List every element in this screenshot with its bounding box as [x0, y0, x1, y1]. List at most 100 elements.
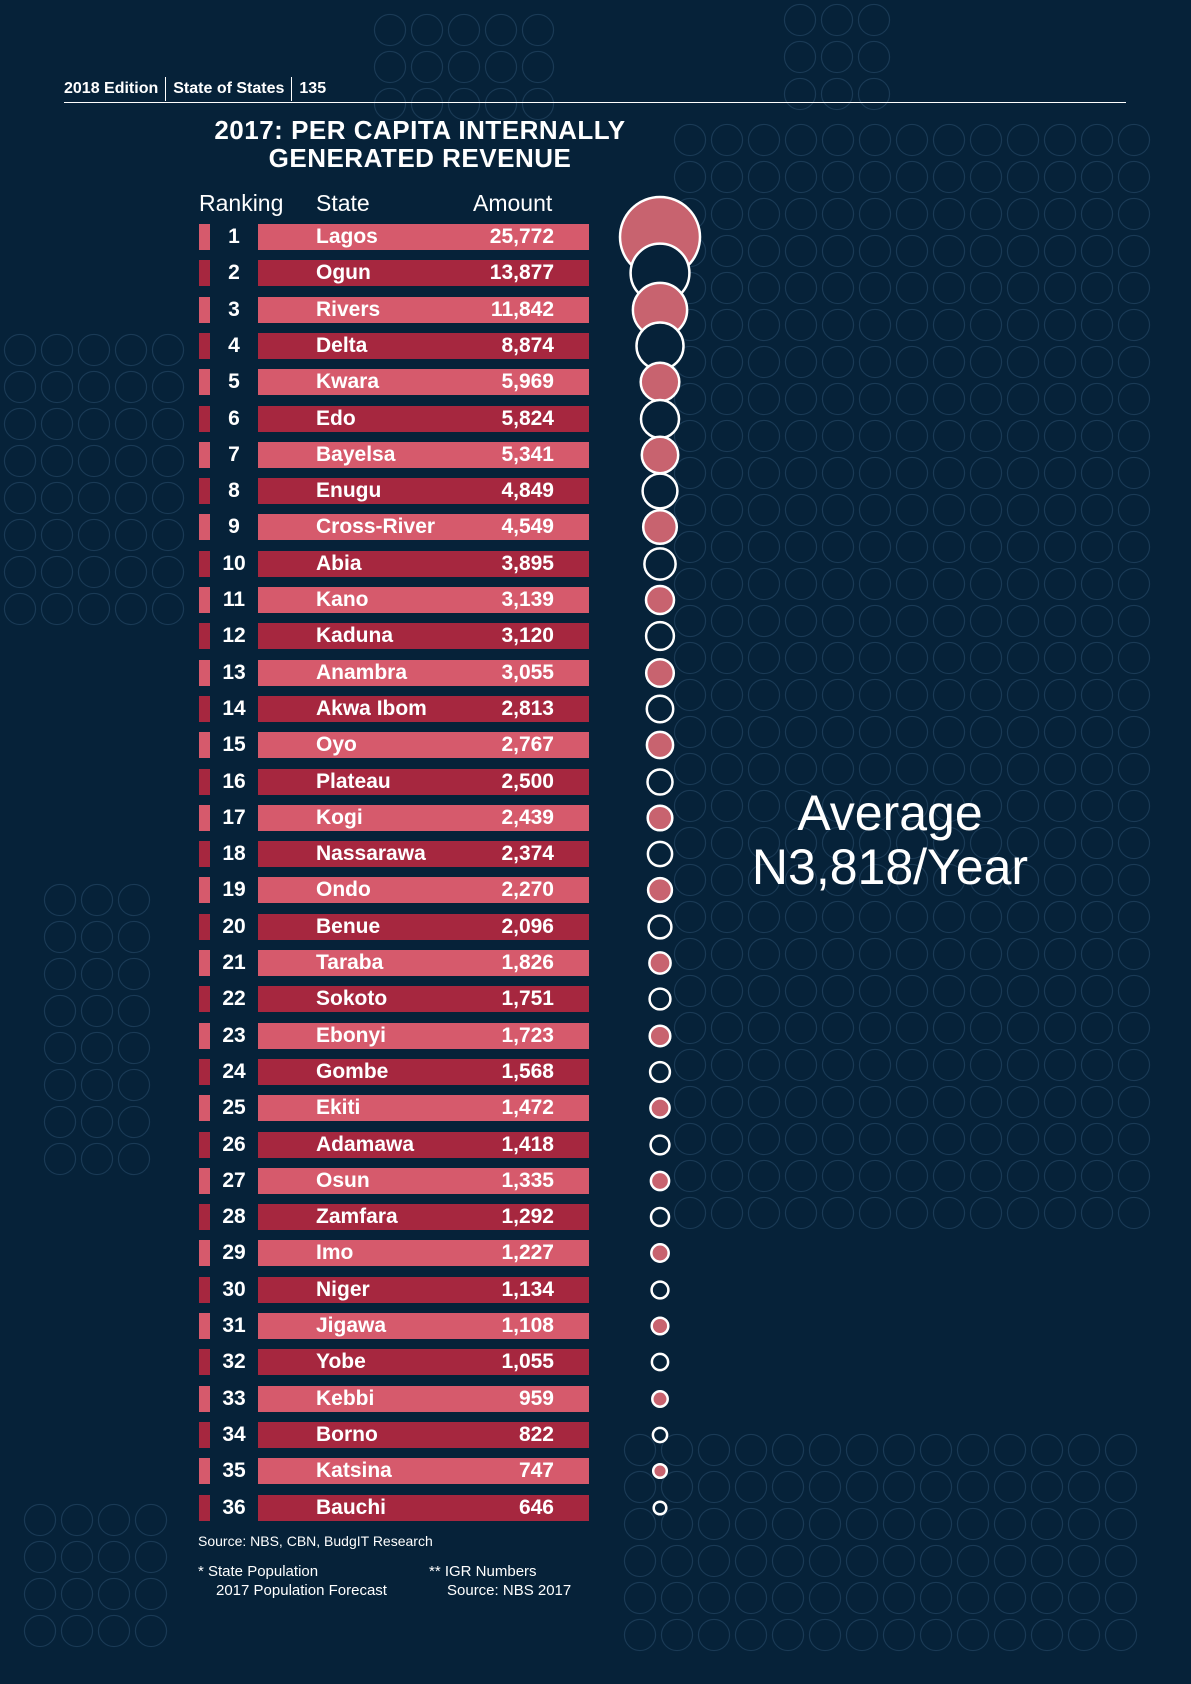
background-circle [932, 1011, 966, 1045]
background-circle [623, 1544, 657, 1578]
background-circle [151, 333, 185, 367]
background-circle [1006, 123, 1040, 157]
background-circle [710, 1159, 744, 1193]
bubble-column [618, 195, 702, 1516]
row-bar [258, 1277, 589, 1303]
background-circle [43, 994, 77, 1028]
background-circle [1067, 1581, 1101, 1615]
background-circle [747, 937, 781, 971]
row-bar [258, 805, 589, 831]
background-circle [969, 641, 1003, 675]
background-circle [857, 3, 891, 37]
publication-label: State of States [173, 80, 285, 97]
background-circle [1006, 271, 1040, 305]
background-circle [1117, 604, 1151, 638]
background-circle [858, 123, 892, 157]
header-divider [165, 77, 167, 101]
background-circle [821, 604, 855, 638]
background-circle [1006, 1122, 1040, 1156]
background-circle [932, 493, 966, 527]
rank-cell: 11 [222, 588, 246, 611]
background-circle [882, 1581, 916, 1615]
background-circle [969, 604, 1003, 638]
value-bubble [644, 620, 676, 652]
rank-cell: 20 [222, 915, 246, 938]
value-bubble [651, 1426, 669, 1444]
rank-cell: 1 [228, 225, 240, 248]
state-cell: Ekiti [316, 1096, 361, 1119]
amount-cell: 5,969 [501, 370, 554, 393]
background-circle [1080, 715, 1114, 749]
background-circle [1117, 752, 1151, 786]
row-marker [199, 514, 210, 540]
background-circle [1006, 493, 1040, 527]
background-circle [1080, 974, 1114, 1008]
background-circle [1080, 271, 1114, 305]
background-circle [1043, 493, 1077, 527]
background-circle [710, 382, 744, 416]
value-bubble [646, 840, 674, 868]
background-circle [1067, 1507, 1101, 1541]
row-marker [199, 660, 210, 686]
background-circle [771, 1470, 805, 1504]
background-circle [1043, 197, 1077, 231]
state-cell: Kebbi [316, 1387, 375, 1410]
igr-footnote-line-1: ** IGR Numbers [429, 1563, 537, 1580]
rank-cell: 34 [222, 1423, 246, 1446]
row-marker [199, 1277, 210, 1303]
rank-cell: 13 [222, 661, 246, 684]
background-circle [134, 1614, 168, 1648]
background-circle [673, 1085, 707, 1119]
table-row: 3 Rivers 11,842 [0, 297, 600, 323]
amount-cell: 1,134 [501, 1278, 554, 1301]
background-circle [1043, 1159, 1077, 1193]
background-circle [117, 957, 151, 991]
background-circle [60, 1614, 94, 1648]
background-circle [821, 308, 855, 342]
background-circle [410, 87, 444, 121]
table-row: 7 Bayelsa 5,341 [0, 442, 600, 468]
value-bubble [650, 1280, 670, 1300]
background-circle [710, 530, 744, 564]
background-circle [771, 1507, 805, 1541]
row-bar [258, 514, 589, 540]
rank-cell: 6 [228, 407, 240, 430]
background-circle [895, 604, 929, 638]
background-circle [1080, 1048, 1114, 1082]
background-circle [969, 1196, 1003, 1230]
background-circle [956, 1507, 990, 1541]
background-circle [1104, 1433, 1138, 1467]
value-bubble [649, 1097, 671, 1119]
background-circle [1006, 308, 1040, 342]
background-circle [919, 1544, 953, 1578]
background-circle [858, 308, 892, 342]
background-circle [40, 444, 74, 478]
background-circle [673, 456, 707, 490]
background-circle [784, 1159, 818, 1193]
background-circle [710, 974, 744, 1008]
background-circle [1117, 863, 1151, 897]
background-circle [895, 752, 929, 786]
background-circle [1104, 1544, 1138, 1578]
amount-cell: 2,500 [501, 770, 554, 793]
rank-cell: 21 [222, 951, 246, 974]
row-marker [199, 260, 210, 286]
value-bubble [643, 547, 677, 581]
background-circle [134, 1503, 168, 1537]
background-circle [710, 641, 744, 675]
background-circle [697, 1581, 731, 1615]
background-circle [821, 641, 855, 675]
state-cell: Benue [316, 915, 381, 938]
background-circle [932, 234, 966, 268]
background-circle [821, 234, 855, 268]
background-circle [673, 1011, 707, 1045]
amount-cell: 2,374 [501, 842, 554, 865]
background-circle [673, 123, 707, 157]
row-marker [199, 587, 210, 613]
state-cell: Lagos [316, 225, 378, 248]
state-cell: Ebonyi [316, 1024, 387, 1047]
row-marker [199, 1095, 210, 1121]
background-circle [747, 271, 781, 305]
table-row: 35 Katsina 747 [0, 1458, 600, 1484]
background-circle [747, 567, 781, 601]
